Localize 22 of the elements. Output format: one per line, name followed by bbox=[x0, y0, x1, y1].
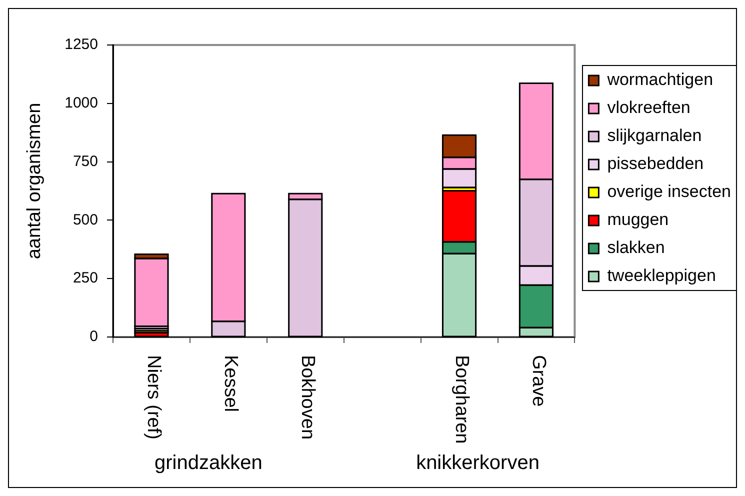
y-tick-label: 1000 bbox=[64, 94, 98, 112]
legend-label: muggen bbox=[607, 210, 669, 230]
legend-label: overige insecten bbox=[607, 182, 732, 202]
x-tick-label: Grave bbox=[528, 355, 549, 407]
x-tick-label: Borgharen bbox=[451, 355, 472, 444]
y-tick-label: 500 bbox=[72, 211, 98, 228]
text: knikkerkorven bbox=[416, 452, 540, 474]
legend-label: pissebedden bbox=[607, 154, 704, 174]
legend-label: slakken bbox=[607, 238, 665, 258]
legend-label: vlokreeften bbox=[607, 98, 690, 118]
x-tick-label: Bokhoven bbox=[297, 355, 318, 440]
y-tick-label: 0 bbox=[90, 328, 98, 346]
y-tick-label: 750 bbox=[72, 152, 98, 170]
legend-label: slijkgarnalen bbox=[607, 126, 702, 146]
y-tick-label: 250 bbox=[72, 270, 98, 287]
text: grindzakken bbox=[154, 452, 262, 474]
x-tick-label: Kessel bbox=[220, 355, 242, 412]
legend-label: tweekleppigen bbox=[607, 266, 716, 286]
x-tick-label: Niers (ref) bbox=[143, 355, 164, 440]
y-axis-title: aantal organismen bbox=[24, 102, 46, 260]
y-tick-label: 1250 bbox=[64, 36, 98, 54]
legend-label: wormachtigen bbox=[606, 70, 714, 90]
